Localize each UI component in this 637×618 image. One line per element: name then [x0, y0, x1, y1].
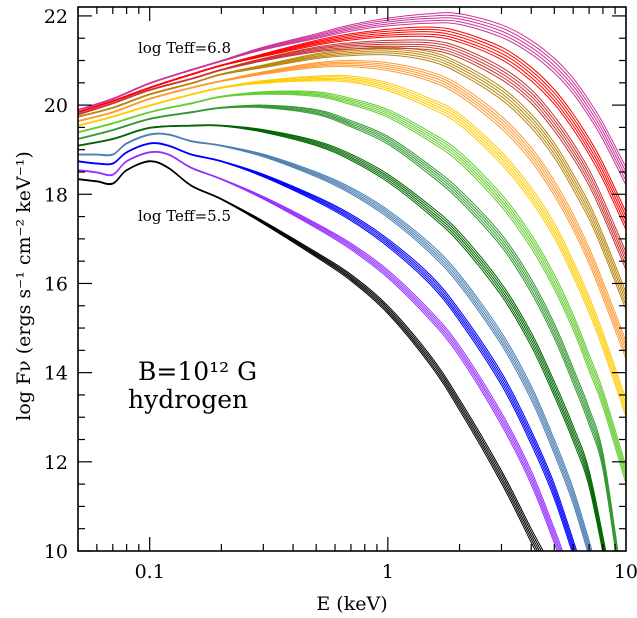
- y-tick-label: 22: [44, 6, 68, 28]
- series-logT-6.8: [78, 12, 626, 186]
- series-logT-6.6: [78, 26, 626, 230]
- axis-ticks: 0.1 1 10 10 12 14 16 18 20 22: [44, 6, 637, 583]
- spectrum-line: [78, 80, 626, 418]
- spectrum-line: [78, 93, 626, 484]
- series-logT-6: [78, 104, 619, 551]
- spectrum-line: [78, 124, 605, 551]
- y-axis-title: log Fν (ergs s⁻¹ cm⁻² keV⁻¹): [13, 151, 35, 421]
- series-logT-6.3: [78, 59, 626, 360]
- x-tick-label: 0.1: [135, 561, 165, 583]
- spectrum-line: [78, 106, 616, 551]
- spectrum-line: [78, 151, 558, 551]
- x-axis-title: E (keV): [316, 593, 387, 615]
- annotation-bottom-temperature: log Teff=5.5: [138, 207, 231, 225]
- spectrum-line: [78, 65, 626, 360]
- spectrum-line: [78, 124, 604, 551]
- annotation-composition: hydrogen: [128, 385, 248, 414]
- spectrum-line: [78, 54, 626, 311]
- y-tick-label: 16: [44, 273, 68, 295]
- spectrum-line: [78, 35, 626, 230]
- y-tick-label: 12: [44, 452, 68, 474]
- series-logT-6.2: [78, 74, 626, 418]
- spectrum-line: [78, 143, 573, 551]
- spectrum-line: [78, 133, 588, 551]
- series-logT-5.7: [78, 142, 578, 551]
- spectrum-line: [78, 33, 626, 226]
- series-logT-6.5: [78, 39, 626, 270]
- series-logT-5.6: [78, 150, 564, 551]
- annotation-magnetic-field: B=10¹² G: [138, 357, 257, 386]
- x-tick-label: 10: [614, 561, 637, 583]
- series-logT-5.8: [78, 132, 593, 551]
- spectrum-line: [78, 47, 626, 270]
- series-logT-5.9: [78, 124, 607, 551]
- spectrum-line: [78, 132, 593, 551]
- y-tick-label: 14: [44, 363, 68, 385]
- series-logT-6.1: [78, 90, 626, 484]
- x-tick-label: 1: [382, 561, 394, 583]
- plot-frame: [77, 6, 627, 552]
- y-tick-label: 10: [44, 541, 68, 563]
- spectrum-line: [78, 124, 606, 551]
- y-tick-label: 18: [44, 184, 68, 206]
- series-logT-5.5: [78, 160, 544, 551]
- spectrum-line: [78, 22, 626, 186]
- y-tick-label: 20: [44, 95, 68, 117]
- annotation-top-temperature: log Teff=6.8: [138, 39, 231, 57]
- spectrum-line: [78, 125, 604, 551]
- spectrum-curves: [78, 12, 626, 551]
- spectrum-line: [78, 132, 592, 551]
- spectrum-line: [78, 161, 537, 551]
